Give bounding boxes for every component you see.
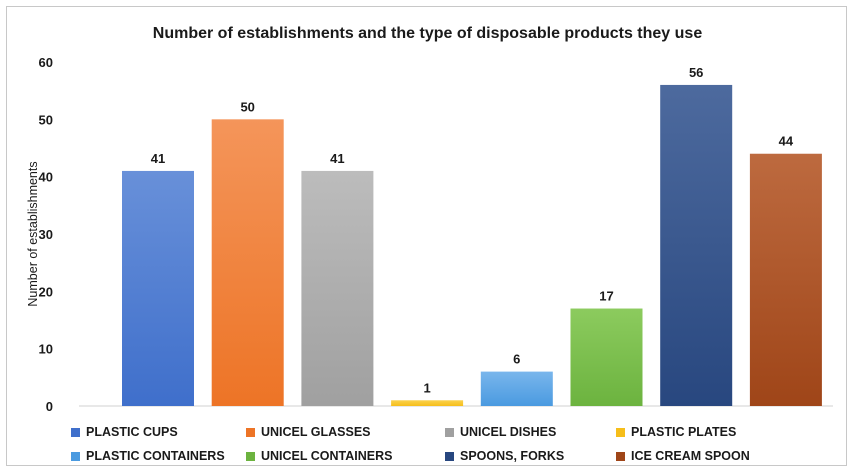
y-tick-label: 0 — [46, 399, 53, 414]
bar-plastic-cups — [122, 170, 194, 406]
legend-swatch — [246, 427, 255, 437]
legend-label: UNICEL DISHES — [460, 425, 557, 439]
data-label: 41 — [330, 151, 344, 166]
data-label: 6 — [513, 352, 520, 367]
y-axis-label: Number of establishments — [26, 161, 40, 306]
data-label: 17 — [599, 289, 613, 304]
y-tick-label: 30 — [39, 227, 53, 242]
legend-label: ICE CREAM SPOON — [631, 449, 750, 463]
bar-chart: 0 10 20 30 40 50 60 41 50 41 1 6 17 56 44 Number of e… — [26, 55, 833, 414]
bar-ice-cream-spoon — [749, 153, 822, 406]
legend-label: PLASTIC CUPS — [86, 425, 178, 439]
legend-item: UNICEL CONTAINERS — [246, 449, 393, 463]
legend-item: ICE CREAM SPOON — [616, 449, 750, 463]
legend-swatch — [71, 427, 80, 437]
legend-item: PLASTIC CUPS — [71, 425, 178, 439]
bar-unicel-glasses — [211, 119, 284, 406]
bar-plastic-containers — [480, 371, 553, 406]
legend-label: PLASTIC CONTAINERS — [86, 449, 225, 463]
legend-label: PLASTIC PLATES — [631, 425, 737, 439]
y-tick-label: 20 — [39, 284, 53, 299]
legend-label: UNICEL GLASSES — [261, 425, 371, 439]
legend-swatch — [445, 451, 454, 461]
legend-item: PLASTIC PLATES — [616, 425, 736, 439]
legend-label: UNICEL CONTAINERS — [261, 449, 393, 463]
legend-swatch — [445, 427, 454, 437]
legend-swatch — [616, 451, 625, 461]
y-tick-label: 50 — [39, 112, 53, 127]
legend-item: UNICEL DISHES — [445, 425, 556, 439]
chart-frame: Number of establishments and the type of… — [6, 6, 847, 466]
y-tick-label: 10 — [39, 342, 53, 357]
data-label: 41 — [151, 151, 165, 166]
y-tick-label: 60 — [39, 55, 53, 70]
y-tick-label: 40 — [39, 170, 53, 185]
data-label: 44 — [779, 134, 794, 149]
chart-title: Number of establishments and the type of… — [152, 25, 703, 42]
legend-item: SPOONS, FORKS — [445, 449, 564, 463]
bar-spoons-forks — [660, 84, 733, 406]
bar-unicel-dishes — [301, 170, 374, 406]
legend-swatch — [71, 451, 80, 461]
data-label: 50 — [240, 99, 254, 114]
bar-unicel-containers — [570, 308, 643, 406]
legend-label: SPOONS, FORKS — [460, 449, 565, 463]
legend-item: PLASTIC CONTAINERS — [71, 449, 225, 463]
data-label: 1 — [423, 380, 430, 395]
bar-plastic-plates — [391, 400, 464, 406]
legend-swatch — [246, 451, 255, 461]
legend-swatch — [616, 427, 625, 437]
data-label: 56 — [689, 65, 703, 80]
legend-item: UNICEL GLASSES — [246, 425, 371, 439]
